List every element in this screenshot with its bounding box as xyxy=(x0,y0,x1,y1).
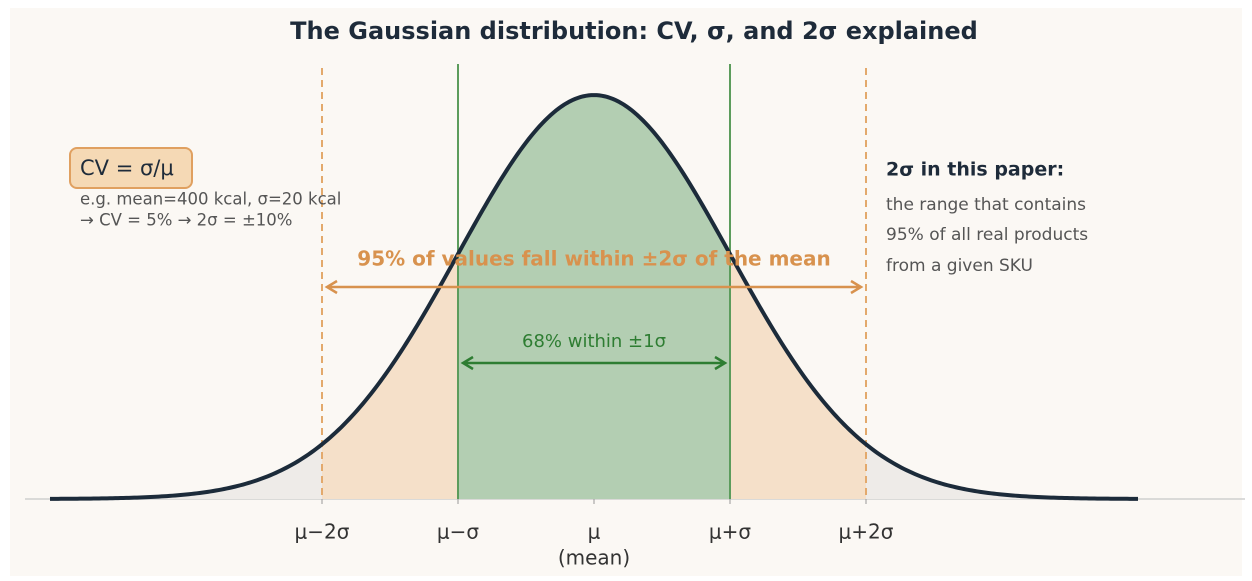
cv-example: e.g. mean=400 kcal, σ=20 kcal xyxy=(80,190,341,209)
plot-area: 95% of values fall within ±2σ of the mea… xyxy=(49,64,1139,570)
x-tick-label: μ−σ xyxy=(437,520,479,544)
note-title: 2σ in this paper: xyxy=(886,159,1064,181)
mean-note: (mean) xyxy=(558,546,630,570)
gaussian-curve xyxy=(49,93,1139,501)
chart-title: The Gaussian distribution: CV, σ, and 2σ… xyxy=(290,17,978,45)
range-arrow xyxy=(324,279,864,295)
arrow-label: 95% of values fall within ±2σ of the mea… xyxy=(357,247,830,271)
arrow-label: 68% within ±1σ xyxy=(522,331,666,352)
note-line: from a given SKU xyxy=(886,256,1033,276)
note-line: the range that contains xyxy=(886,195,1086,215)
cv-box xyxy=(69,147,193,189)
range-arrow xyxy=(460,355,728,371)
cv-example: → CV = 5% → 2σ = ±10% xyxy=(80,211,292,230)
x-tick-label: μ xyxy=(588,520,601,544)
x-tick-label: μ+2σ xyxy=(839,520,894,544)
cv-formula: CV = σ/μ xyxy=(80,156,174,180)
x-tick-label: μ−2σ xyxy=(295,520,350,544)
note-line: 95% of all real products xyxy=(886,225,1088,245)
x-tick-label: μ+σ xyxy=(709,520,751,544)
band xyxy=(458,95,730,499)
